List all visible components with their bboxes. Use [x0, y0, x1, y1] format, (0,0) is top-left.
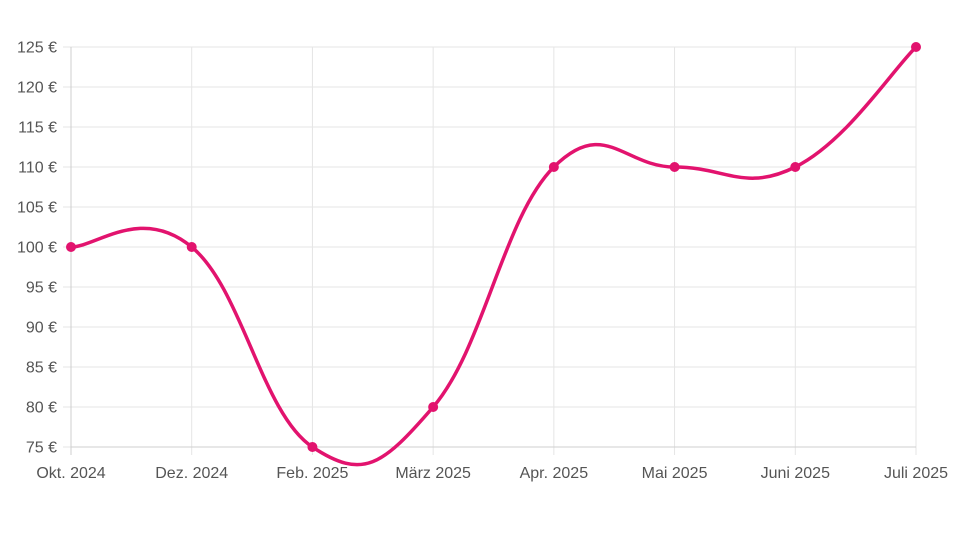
data-point-mai-2025[interactable]: [669, 162, 680, 172]
y-tick-label: 75 €: [26, 440, 57, 457]
marker-layer: [66, 42, 921, 452]
x-tick-label: Apr. 2025: [520, 465, 589, 482]
x-tick-label: Juni 2025: [761, 465, 830, 482]
data-point-juni-2025[interactable]: [790, 162, 801, 172]
y-tick-label: 95 €: [26, 280, 57, 297]
series-line: [69, 45, 918, 467]
y-tick-label: 90 €: [26, 320, 57, 337]
x-tick-label: Feb. 2025: [276, 465, 348, 482]
axis-layer: 75 € 80 € 85 € 90 € 95 € 100 € 105 € 110 € 115 €…: [17, 40, 948, 483]
data-point-dez-2024[interactable]: [186, 242, 197, 252]
x-tick-label: Mai 2025: [642, 465, 708, 482]
y-tick-label: 105 €: [17, 200, 57, 217]
x-tick-label: März 2025: [395, 465, 471, 482]
data-point-okt-2024[interactable]: [66, 242, 76, 252]
y-tick-label: 120 €: [17, 80, 57, 97]
data-point-juli-2025[interactable]: [911, 42, 921, 52]
data-point-feb-2025[interactable]: [307, 442, 318, 452]
data-point-märz-2025[interactable]: [428, 402, 439, 412]
y-tick-label: 110 €: [18, 160, 57, 177]
y-tick-label: 85 €: [26, 360, 57, 377]
series-layer: [69, 45, 918, 467]
x-tick-label: Dez. 2024: [155, 465, 228, 482]
data-point-apr-2025[interactable]: [548, 162, 559, 172]
y-tick-label: 100 €: [17, 240, 57, 257]
y-tick-label: 80 €: [26, 400, 57, 417]
x-tick-label: Juli 2025: [884, 465, 948, 482]
y-tick-label: 115 €: [18, 120, 57, 137]
x-tick-label: Okt. 2024: [36, 465, 105, 482]
y-tick-label: 125 €: [17, 40, 57, 57]
